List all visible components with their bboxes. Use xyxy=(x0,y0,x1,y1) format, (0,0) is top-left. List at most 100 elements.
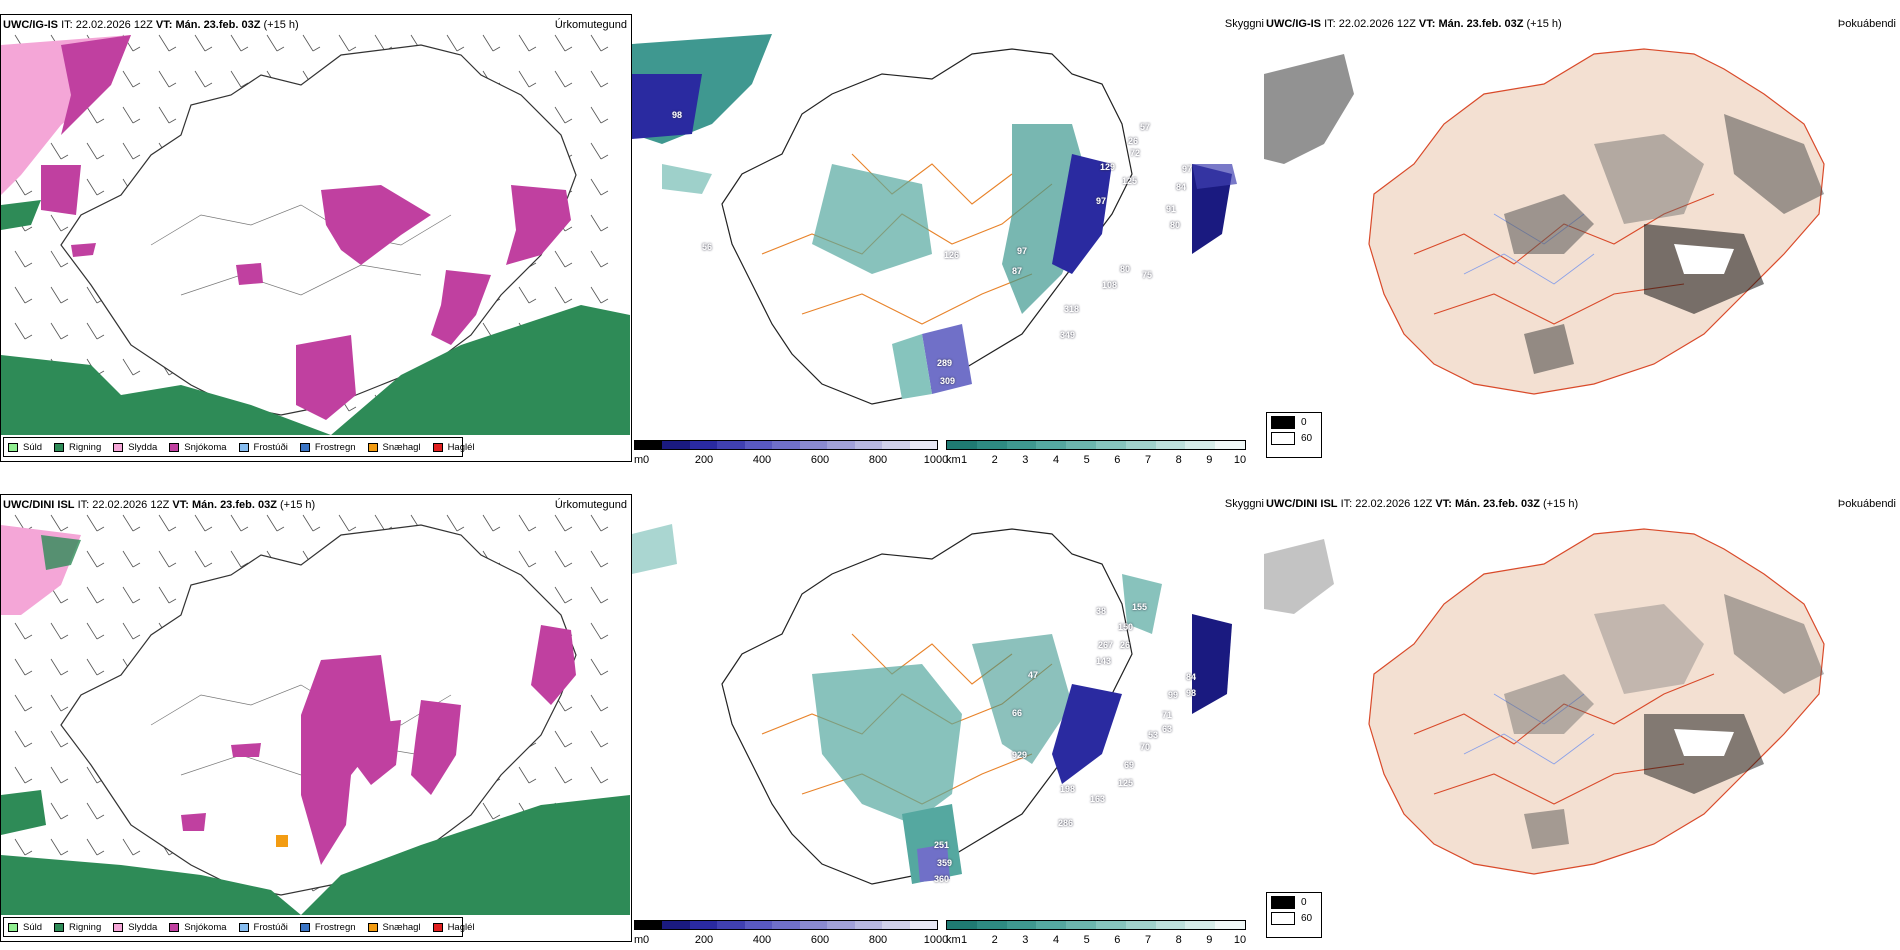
wind-barb-tick xyxy=(168,118,177,124)
legend-swatch xyxy=(299,443,310,452)
fog-legend-label: 60 xyxy=(1301,913,1313,924)
ceiling-label: 97 xyxy=(1096,196,1107,206)
fog-swatch xyxy=(1271,896,1295,909)
wind-barb-tick xyxy=(96,118,105,124)
wind-barb xyxy=(122,550,134,568)
wind-barb-tick xyxy=(528,778,537,784)
wind-barb xyxy=(374,34,386,52)
ceiling-label: 75 xyxy=(1142,270,1153,280)
wind-barb-tick xyxy=(528,46,537,52)
legend-item: Frostúði xyxy=(238,922,288,933)
fog-legend-2: 0 60 xyxy=(1266,892,1322,938)
ceiling-label: 98 xyxy=(1186,688,1197,698)
wind-barb xyxy=(554,286,566,304)
wind-barb xyxy=(86,178,98,196)
colorbar-tick: 6 xyxy=(1114,934,1121,946)
wind-barb xyxy=(518,34,530,52)
ceiling-label: 129 xyxy=(1100,162,1116,172)
wind-barb-tick xyxy=(528,562,537,568)
wind-barb-tick xyxy=(600,598,609,604)
wind-barb-tick xyxy=(24,850,33,856)
header-row-2: UWC/DINI ISL IT: 22.02.2026 12Z VT: Mán.… xyxy=(3,499,315,511)
wind-barb-tick xyxy=(60,778,69,784)
colorbar-segment xyxy=(976,441,1007,449)
wind-barb xyxy=(158,514,170,532)
ceiling-label: 80 xyxy=(1120,264,1131,274)
wind-barb-tick xyxy=(600,634,609,640)
wind-barb xyxy=(86,802,98,820)
wind-barb xyxy=(590,34,602,52)
wind-barb-tick xyxy=(132,598,141,604)
legend-item: Snjókoma xyxy=(169,922,227,933)
vt-value: Mán. 23.feb. 03Z xyxy=(191,499,277,511)
colorbar-segment xyxy=(1155,921,1186,929)
fog-legend-label: 0 xyxy=(1301,417,1307,428)
wind-barb xyxy=(86,550,98,568)
wind-barb xyxy=(122,838,134,856)
wind-barb xyxy=(302,514,314,532)
wind-barb xyxy=(554,34,566,52)
ceiling-label: 125 xyxy=(1122,176,1138,186)
wind-barb-tick xyxy=(348,46,357,52)
wind-barb xyxy=(590,70,602,88)
wind-barb xyxy=(590,658,602,676)
wind-barb-tick xyxy=(60,742,69,748)
wind-barb-tick xyxy=(564,562,573,568)
wind-barb-tick xyxy=(24,742,33,748)
fog-legend-label: 60 xyxy=(1301,433,1313,444)
colorbar-segment xyxy=(1036,441,1067,449)
visibility-unit: km xyxy=(946,454,961,466)
wind-barb xyxy=(122,142,134,160)
wind-barb-tick xyxy=(204,46,213,52)
colorbar-tick: 800 xyxy=(868,934,888,946)
it-label: IT: xyxy=(61,19,73,31)
ceiling-label: 97 xyxy=(1017,246,1028,256)
wind-barb xyxy=(50,838,62,856)
ceiling-colorbar xyxy=(634,440,938,450)
legend-swatch xyxy=(367,443,378,452)
wind-barb-tick xyxy=(600,154,609,160)
colorbar-segment xyxy=(947,441,977,449)
colorbar-tick: 3 xyxy=(1022,934,1029,946)
colorbar-segment xyxy=(662,441,690,449)
wind-barb xyxy=(302,34,314,52)
ceiling-label: 70 xyxy=(1140,742,1151,752)
wind-barb xyxy=(158,106,170,124)
wind-barb-tick xyxy=(564,82,573,88)
wind-barb-tick xyxy=(204,82,213,88)
wind-barb xyxy=(554,766,566,784)
colorbar-tick: 7 xyxy=(1144,454,1152,466)
model-name: UWC/IG-IS xyxy=(3,19,58,31)
wind-barb-tick xyxy=(600,562,609,568)
ceiling-unit: m xyxy=(634,454,644,466)
legend-swatch xyxy=(169,443,180,452)
wind-barb xyxy=(266,514,278,532)
wind-barb-tick xyxy=(312,46,321,52)
colorbar-segment xyxy=(1006,441,1037,449)
vt-value: Mán. 23.feb. 03Z xyxy=(1438,18,1524,30)
wind-barb xyxy=(338,34,350,52)
visibility-unit: km xyxy=(946,934,961,946)
legend-label: Haglél xyxy=(447,442,475,453)
wind-barb-tick xyxy=(564,226,573,232)
wind-barb xyxy=(518,70,530,88)
wind-barb-tick xyxy=(168,526,177,532)
wind-barb-tick xyxy=(564,46,573,52)
wind-barb-tick xyxy=(492,814,501,820)
legend-swatch xyxy=(113,923,124,932)
wind-barb-tick xyxy=(564,778,573,784)
wind-barb xyxy=(122,106,134,124)
wind-barb xyxy=(230,550,242,568)
fog-swatch xyxy=(1271,912,1295,925)
wind-barb xyxy=(50,766,62,784)
model-name: UWC/DINI ISL xyxy=(3,499,75,511)
it-value: 22.02.2026 12Z xyxy=(1338,18,1416,30)
colorbar-segment xyxy=(1125,441,1156,449)
legend-item: Haglél xyxy=(432,442,475,453)
legend-item: Rigning xyxy=(54,922,101,933)
precip-type-panel-2: UWC/DINI ISL IT: 22.02.2026 12Z VT: Mán.… xyxy=(0,494,632,942)
wind-barb-tick xyxy=(132,634,141,640)
wind-barb-tick xyxy=(96,850,105,856)
colorbar-segment xyxy=(1066,441,1096,449)
legend-label: Snæhagl xyxy=(382,442,421,453)
